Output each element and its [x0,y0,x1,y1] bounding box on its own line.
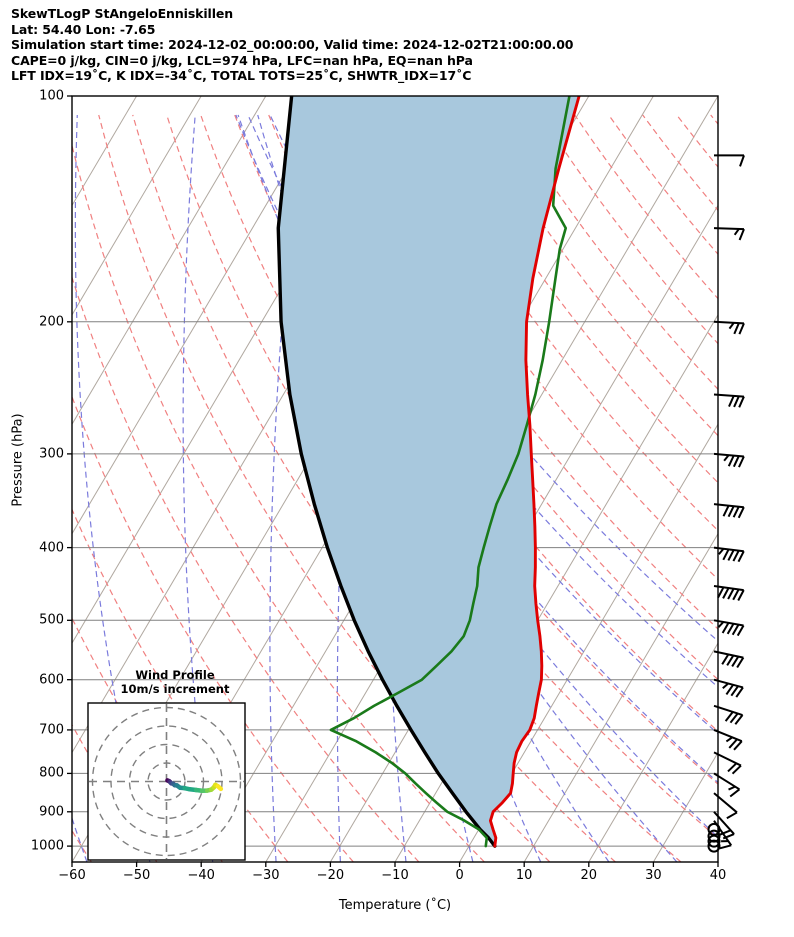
wind-profile-title: Wind Profile [135,668,215,682]
x-tick-label: 20 [580,868,598,883]
hodograph-trace [165,778,224,793]
wind-barb [713,704,744,725]
parcel-path-curve [276,96,497,848]
dry-adiabat-line [745,115,794,862]
cape-shading-polygon [278,96,580,847]
moist-adiabat-line [269,114,303,862]
x-tick-label: −60 [58,868,86,883]
wind-barb [713,678,744,698]
header-cape-cin: CAPE=0 j/kg, CIN=0 j/kg, LCL=974 hPa, LF… [11,52,473,68]
isotherm-line [0,96,7,862]
dry-adiabat-line [779,115,794,862]
isotherm-line [72,96,202,316]
dewpoint-line [329,96,571,848]
cape-shading-region [278,96,580,847]
y-tick-label: 400 [39,540,64,556]
wind-profile-increment: 10m/s increment [120,682,230,696]
wind-profile-inset [87,702,246,861]
wind-barb [714,154,745,167]
wind-barb [713,227,745,241]
wind-barb [713,503,745,519]
dry-adiabat-line [132,114,616,862]
y-tick-label: 100 [39,88,64,104]
wind-barb [713,393,745,408]
isotherm-line [329,204,718,862]
wind-barb [713,546,745,563]
calm-wind-circle [707,829,721,843]
temperature-line [488,96,581,848]
y-tick-label: 900 [39,804,64,820]
header-coordinates: Lat: 54.40 Lon: -7.65 [11,21,156,37]
figure-header: SkewTLogP StAngeloEnniskillen Lat: 54.40… [11,6,781,84]
axis-tick-marks [67,95,719,867]
y-tick-label: 800 [39,765,64,781]
isotherm-line [783,96,794,862]
x-tick-label: 10 [515,868,533,883]
y-tick-label: 700 [39,722,64,738]
isotherm-line [588,642,718,862]
wind-barb [713,452,745,468]
temperature-curve [488,96,581,848]
moist-adiabat-line [294,114,610,862]
x-tick-label: 40 [709,868,727,883]
wind-barb [713,619,745,637]
x-tick-label: −50 [122,868,151,883]
dry-adiabat-line [404,114,718,532]
isotherm-line [523,532,718,862]
wind-profile-caption: Wind Profile 10m/s increment [121,668,230,696]
y-tick-label: 200 [39,314,64,330]
dry-adiabat-line [72,275,420,862]
header-indices: LFT IDX=19˚C, K IDX=-34˚C, TOTAL TOTS=25… [11,68,472,84]
y-tick-label: 300 [39,446,64,462]
dry-adiabat-line [72,395,354,862]
dry-adiabat-line [370,114,718,581]
wind-barb [713,320,745,335]
wind-barb [713,584,745,601]
hodograph-segment [215,784,224,792]
isotherm-line [72,96,267,426]
moist-adiabat-line [257,114,678,862]
dry-adiabat-line [710,114,718,125]
isotherm-line [72,96,331,535]
dewpoint-curve [329,96,571,848]
wind-barb-column [707,154,745,853]
dry-adiabat-line [72,143,485,862]
x-tick-label: −20 [316,868,345,883]
wind-barb [713,650,745,669]
moist-adiabat-line [383,114,474,862]
header-station-title: SkewTLogP StAngeloEnniskillen [11,6,234,21]
header-times: Simulation start time: 2024-12-02_00:00:… [11,37,574,53]
x-axis-label: Temperature (˚C) [338,898,452,913]
calm-wind-circle [707,839,721,853]
y-tick-label: 1000 [30,838,64,854]
x-tick-label: 30 [645,868,662,883]
isotherm-line [459,423,718,862]
y-tick-label: 500 [39,612,64,628]
y-tick-label: 600 [39,672,64,688]
parcel-path-line [276,96,497,848]
dry-adiabat-line [472,114,718,437]
x-tick-label: −30 [252,868,280,883]
x-tick-label: 0 [455,868,464,883]
moist-adiabat-line [269,114,718,688]
x-tick-label: −10 [381,868,409,883]
x-tick-label: −40 [187,868,215,883]
